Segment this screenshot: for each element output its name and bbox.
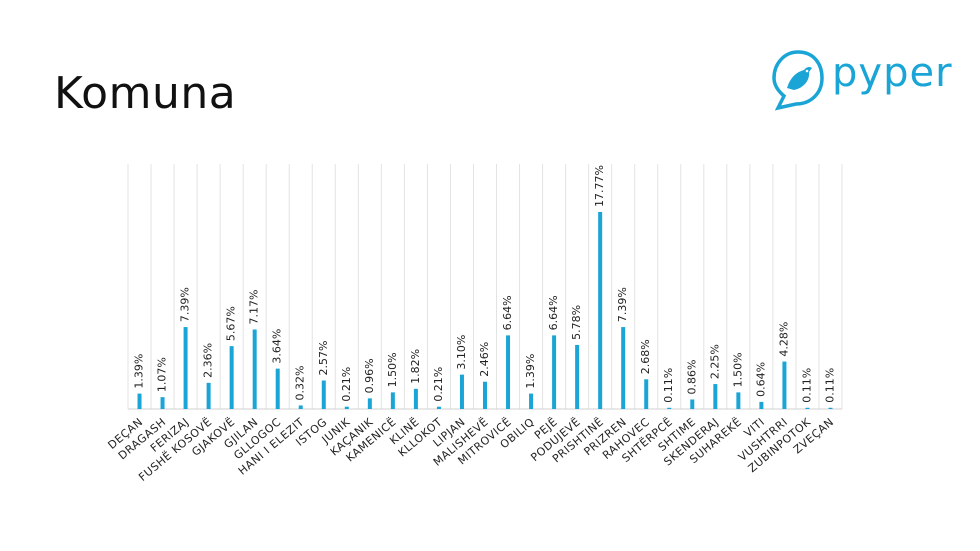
bar bbox=[782, 361, 787, 409]
data-label: 1.50% bbox=[386, 352, 399, 387]
data-label: 1.50% bbox=[731, 352, 744, 387]
data-label: 4.28% bbox=[777, 322, 790, 357]
data-label: 2.25% bbox=[708, 344, 721, 379]
bar bbox=[644, 379, 649, 409]
bar bbox=[298, 405, 303, 409]
data-label: 6.64% bbox=[547, 295, 560, 330]
pyper-logo: pyper bbox=[770, 48, 953, 112]
bar bbox=[459, 374, 464, 409]
data-label: 6.64% bbox=[501, 295, 514, 330]
data-label: 3.10% bbox=[455, 335, 468, 370]
bird-icon bbox=[772, 50, 824, 111]
data-label: 2.46% bbox=[478, 342, 491, 377]
bar bbox=[667, 407, 672, 409]
bar bbox=[367, 398, 372, 409]
bar bbox=[506, 335, 511, 409]
bar bbox=[390, 392, 395, 409]
bar bbox=[575, 344, 580, 409]
data-label: 7.17% bbox=[248, 290, 261, 325]
data-label: 1.82% bbox=[409, 349, 422, 384]
data-label: 1.07% bbox=[156, 357, 169, 392]
data-label: 0.11% bbox=[800, 368, 813, 403]
data-label: 0.96% bbox=[363, 358, 376, 393]
data-label: 0.21% bbox=[432, 367, 445, 402]
bar bbox=[552, 335, 557, 409]
bar bbox=[206, 382, 211, 409]
bar bbox=[344, 406, 349, 409]
data-label: 1.39% bbox=[524, 354, 537, 389]
data-label: 7.39% bbox=[616, 287, 629, 322]
bar bbox=[759, 401, 764, 409]
bar bbox=[598, 212, 603, 409]
data-label: 0.32% bbox=[294, 365, 307, 400]
bar bbox=[621, 327, 626, 409]
data-label: 0.86% bbox=[685, 360, 698, 395]
bar bbox=[828, 407, 833, 409]
bar bbox=[321, 380, 326, 409]
bar bbox=[483, 381, 487, 409]
data-label: 0.11% bbox=[823, 368, 836, 403]
bar bbox=[252, 329, 257, 409]
data-label: 5.78% bbox=[570, 305, 583, 340]
bar bbox=[436, 406, 441, 409]
page-title: Komuna bbox=[54, 68, 237, 119]
data-label: 5.67% bbox=[225, 306, 238, 341]
data-label: 0.64% bbox=[754, 362, 767, 397]
data-label: 1.39% bbox=[133, 354, 146, 389]
bar bbox=[229, 346, 234, 409]
bar bbox=[275, 368, 280, 409]
data-label: 17.77% bbox=[593, 165, 606, 207]
data-label: 2.57% bbox=[317, 341, 330, 376]
bar bbox=[413, 388, 418, 409]
bar bbox=[529, 393, 534, 409]
bar bbox=[690, 399, 695, 409]
data-label: 0.11% bbox=[662, 368, 675, 403]
logo-text: pyper bbox=[832, 50, 953, 96]
bar bbox=[805, 407, 810, 409]
bar bbox=[160, 397, 165, 409]
data-label: 2.68% bbox=[639, 339, 652, 374]
data-label: 7.39% bbox=[179, 287, 192, 322]
bar bbox=[736, 392, 741, 409]
bar bbox=[713, 384, 718, 409]
data-label: 2.36% bbox=[202, 343, 215, 378]
data-label: 0.21% bbox=[340, 367, 353, 402]
bar bbox=[183, 327, 188, 409]
bar bbox=[137, 393, 142, 409]
data-label: 3.64% bbox=[271, 329, 284, 364]
